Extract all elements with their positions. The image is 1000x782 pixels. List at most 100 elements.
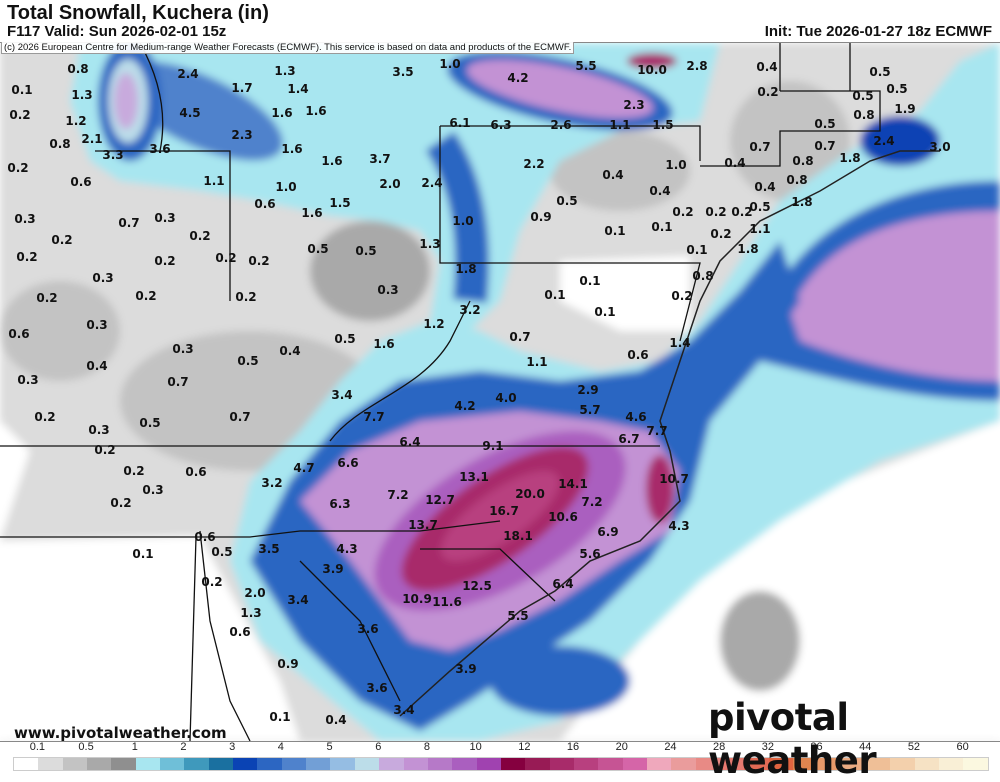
snowfall-map: 0.8 0.1 1.3 0.2 1.2 0.8 2.1 3.3 3.6 2.4 4.5 1.7 2.3 1… [0, 42, 1000, 742]
snowfall-value-label: 12.7 [425, 493, 455, 507]
snowfall-value-label: 0.2 [705, 205, 727, 219]
colorbar-swatch [476, 758, 501, 770]
colorbar-swatch [160, 758, 185, 770]
snowfall-value-label: 13.1 [459, 470, 489, 484]
snowfall-value-label: 1.0 [665, 158, 687, 172]
snowfall-value-label: 0.2 [110, 496, 132, 510]
snowfall-value-label: 0.2 [135, 289, 157, 303]
colorbar-tick-label: 52 [907, 741, 921, 753]
snowfall-value-label: 6.3 [329, 497, 351, 511]
snowfall-value-label: 0.2 [672, 205, 694, 219]
snowfall-value-label: 9.1 [482, 439, 504, 453]
snowfall-value-label: 0.2 [51, 233, 73, 247]
snowfall-value-label: 0.7 [509, 330, 531, 344]
snowfall-value-label: 5.5 [507, 609, 529, 623]
snowfall-value-label: 0.2 [154, 254, 176, 268]
snowfall-value-label: 14.1 [558, 477, 588, 491]
snowfall-value-label: 10.9 [402, 592, 432, 606]
colorbar-swatch [963, 758, 988, 770]
snowfall-value-label: 0.6 [254, 197, 276, 211]
snowfall-value-label: 3.5 [392, 65, 414, 79]
colorbar-swatch [939, 758, 964, 770]
snowfall-value-label: 0.4 [754, 180, 776, 194]
snowfall-value-label: 0.5 [237, 354, 259, 368]
snowfall-value-label: 1.2 [423, 317, 445, 331]
snowfall-value-label: 4.2 [454, 399, 476, 413]
colorbar-swatch [768, 758, 793, 770]
snowfall-value-label: 0.3 [172, 342, 194, 356]
snowfall-value-label: 0.9 [277, 657, 299, 671]
colorbar-tick-label: 0.1 [29, 741, 45, 753]
colorbar-swatch [646, 758, 672, 770]
snowfall-value-label: 0.6 [627, 348, 649, 362]
colorbar-tick-label: 5 [326, 741, 333, 753]
colorbar-swatch [622, 758, 647, 770]
snowfall-value-label: 2.4 [873, 134, 895, 148]
colorbar-swatch [744, 758, 769, 770]
snowfall-value-label: 3.9 [322, 562, 344, 576]
snowfall-value-label: 0.2 [757, 85, 779, 99]
snowfall-value-label: 3.2 [261, 476, 283, 490]
snowfall-value-label: 0.5 [814, 117, 836, 131]
snowfall-value-label: 0.7 [814, 139, 836, 153]
snowfall-value-label: 0.8 [786, 173, 808, 187]
snowfall-value-label: 3.2 [459, 303, 481, 317]
colorbar-tick-label: 44 [859, 741, 872, 753]
colorbar-swatch [208, 758, 234, 770]
snowfall-value-label: 3.9 [455, 662, 477, 676]
website-url[interactable]: www.pivotalweather.com [14, 724, 227, 742]
snowfall-value-label: 10.7 [659, 472, 689, 486]
snowfall-value-label: 0.2 [671, 289, 693, 303]
snowfall-value-label: 0.4 [602, 168, 624, 182]
pivotal-weather-logo: pivotal weather [708, 696, 877, 782]
snowfall-value-label: 0.5 [886, 82, 908, 96]
colorbar-swatch [573, 758, 599, 770]
snowfall-value-label: 0.2 [731, 205, 753, 219]
colorbar-labels: 0.1 0.5 1 2 3 4 5 6 8 10 12 16 20 24 28 32 36 44 52 60 [0, 741, 1000, 755]
snowfall-value-label: 0.4 [724, 156, 746, 170]
snowfall-value-label: 3.0 [929, 140, 951, 154]
colorbar-swatch [184, 758, 209, 770]
colorbar-swatch [452, 758, 477, 770]
snowfall-value-label: 0.5 [852, 89, 874, 103]
snowfall-value-label: 0.6 [70, 175, 92, 189]
snowfall-value-label: 0.2 [215, 251, 237, 265]
snowfall-value-label: 6.7 [618, 432, 640, 446]
colorbar-swatch [695, 758, 720, 770]
snowfall-value-label: 1.6 [301, 206, 323, 220]
snowfall-value-label: 1.3 [240, 606, 262, 620]
snowfall-value-label: 1.1 [749, 222, 771, 236]
snowfall-value-label: 10.6 [548, 510, 578, 524]
snowfall-value-label: 1.7 [231, 81, 253, 95]
snowfall-value-label: 3.6 [149, 142, 171, 156]
snowfall-value-label: 0.4 [86, 359, 108, 373]
colorbar-tick-label: 24 [664, 741, 677, 753]
snowfall-value-label: 0.8 [49, 137, 71, 151]
snowfall-value-label: 2.9 [577, 383, 599, 397]
snowfall-value-label: 0.5 [556, 194, 578, 208]
coastline [399, 150, 940, 717]
colorbar-swatch [38, 758, 63, 770]
snowfall-value-label: 4.7 [293, 461, 315, 475]
snowfall-value-label: 1.5 [652, 118, 674, 132]
colorbar-swatch [793, 758, 818, 770]
snowfall-value-label: 0.6 [8, 327, 30, 341]
init-time: Init: Tue 2026-01-27 18z ECMWF [764, 23, 992, 40]
colorbar-swatch [866, 758, 891, 770]
snowfall-value-label: 0.3 [14, 212, 36, 226]
snowfall-value-label: 0.3 [88, 423, 110, 437]
snowfall-value-label: 1.8 [791, 195, 813, 209]
snowfall-value-label: 7.2 [387, 488, 409, 502]
snowfall-value-label: 1.8 [737, 242, 759, 256]
colorbar [13, 757, 989, 771]
colorbar-swatch [525, 758, 550, 770]
snowfall-value-label: 3.4 [287, 593, 309, 607]
snowfall-value-label: 0.6 [185, 465, 207, 479]
colorbar-swatch [87, 758, 112, 770]
snowfall-value-label: 0.1 [269, 710, 291, 724]
colorbar-swatch [817, 758, 842, 770]
snowfall-value-label: 4.2 [507, 71, 529, 85]
map-title: Total Snowfall, Kuchera (in) [7, 2, 269, 24]
snowfall-value-label: 2.0 [244, 586, 266, 600]
colorbar-swatch [379, 758, 404, 770]
